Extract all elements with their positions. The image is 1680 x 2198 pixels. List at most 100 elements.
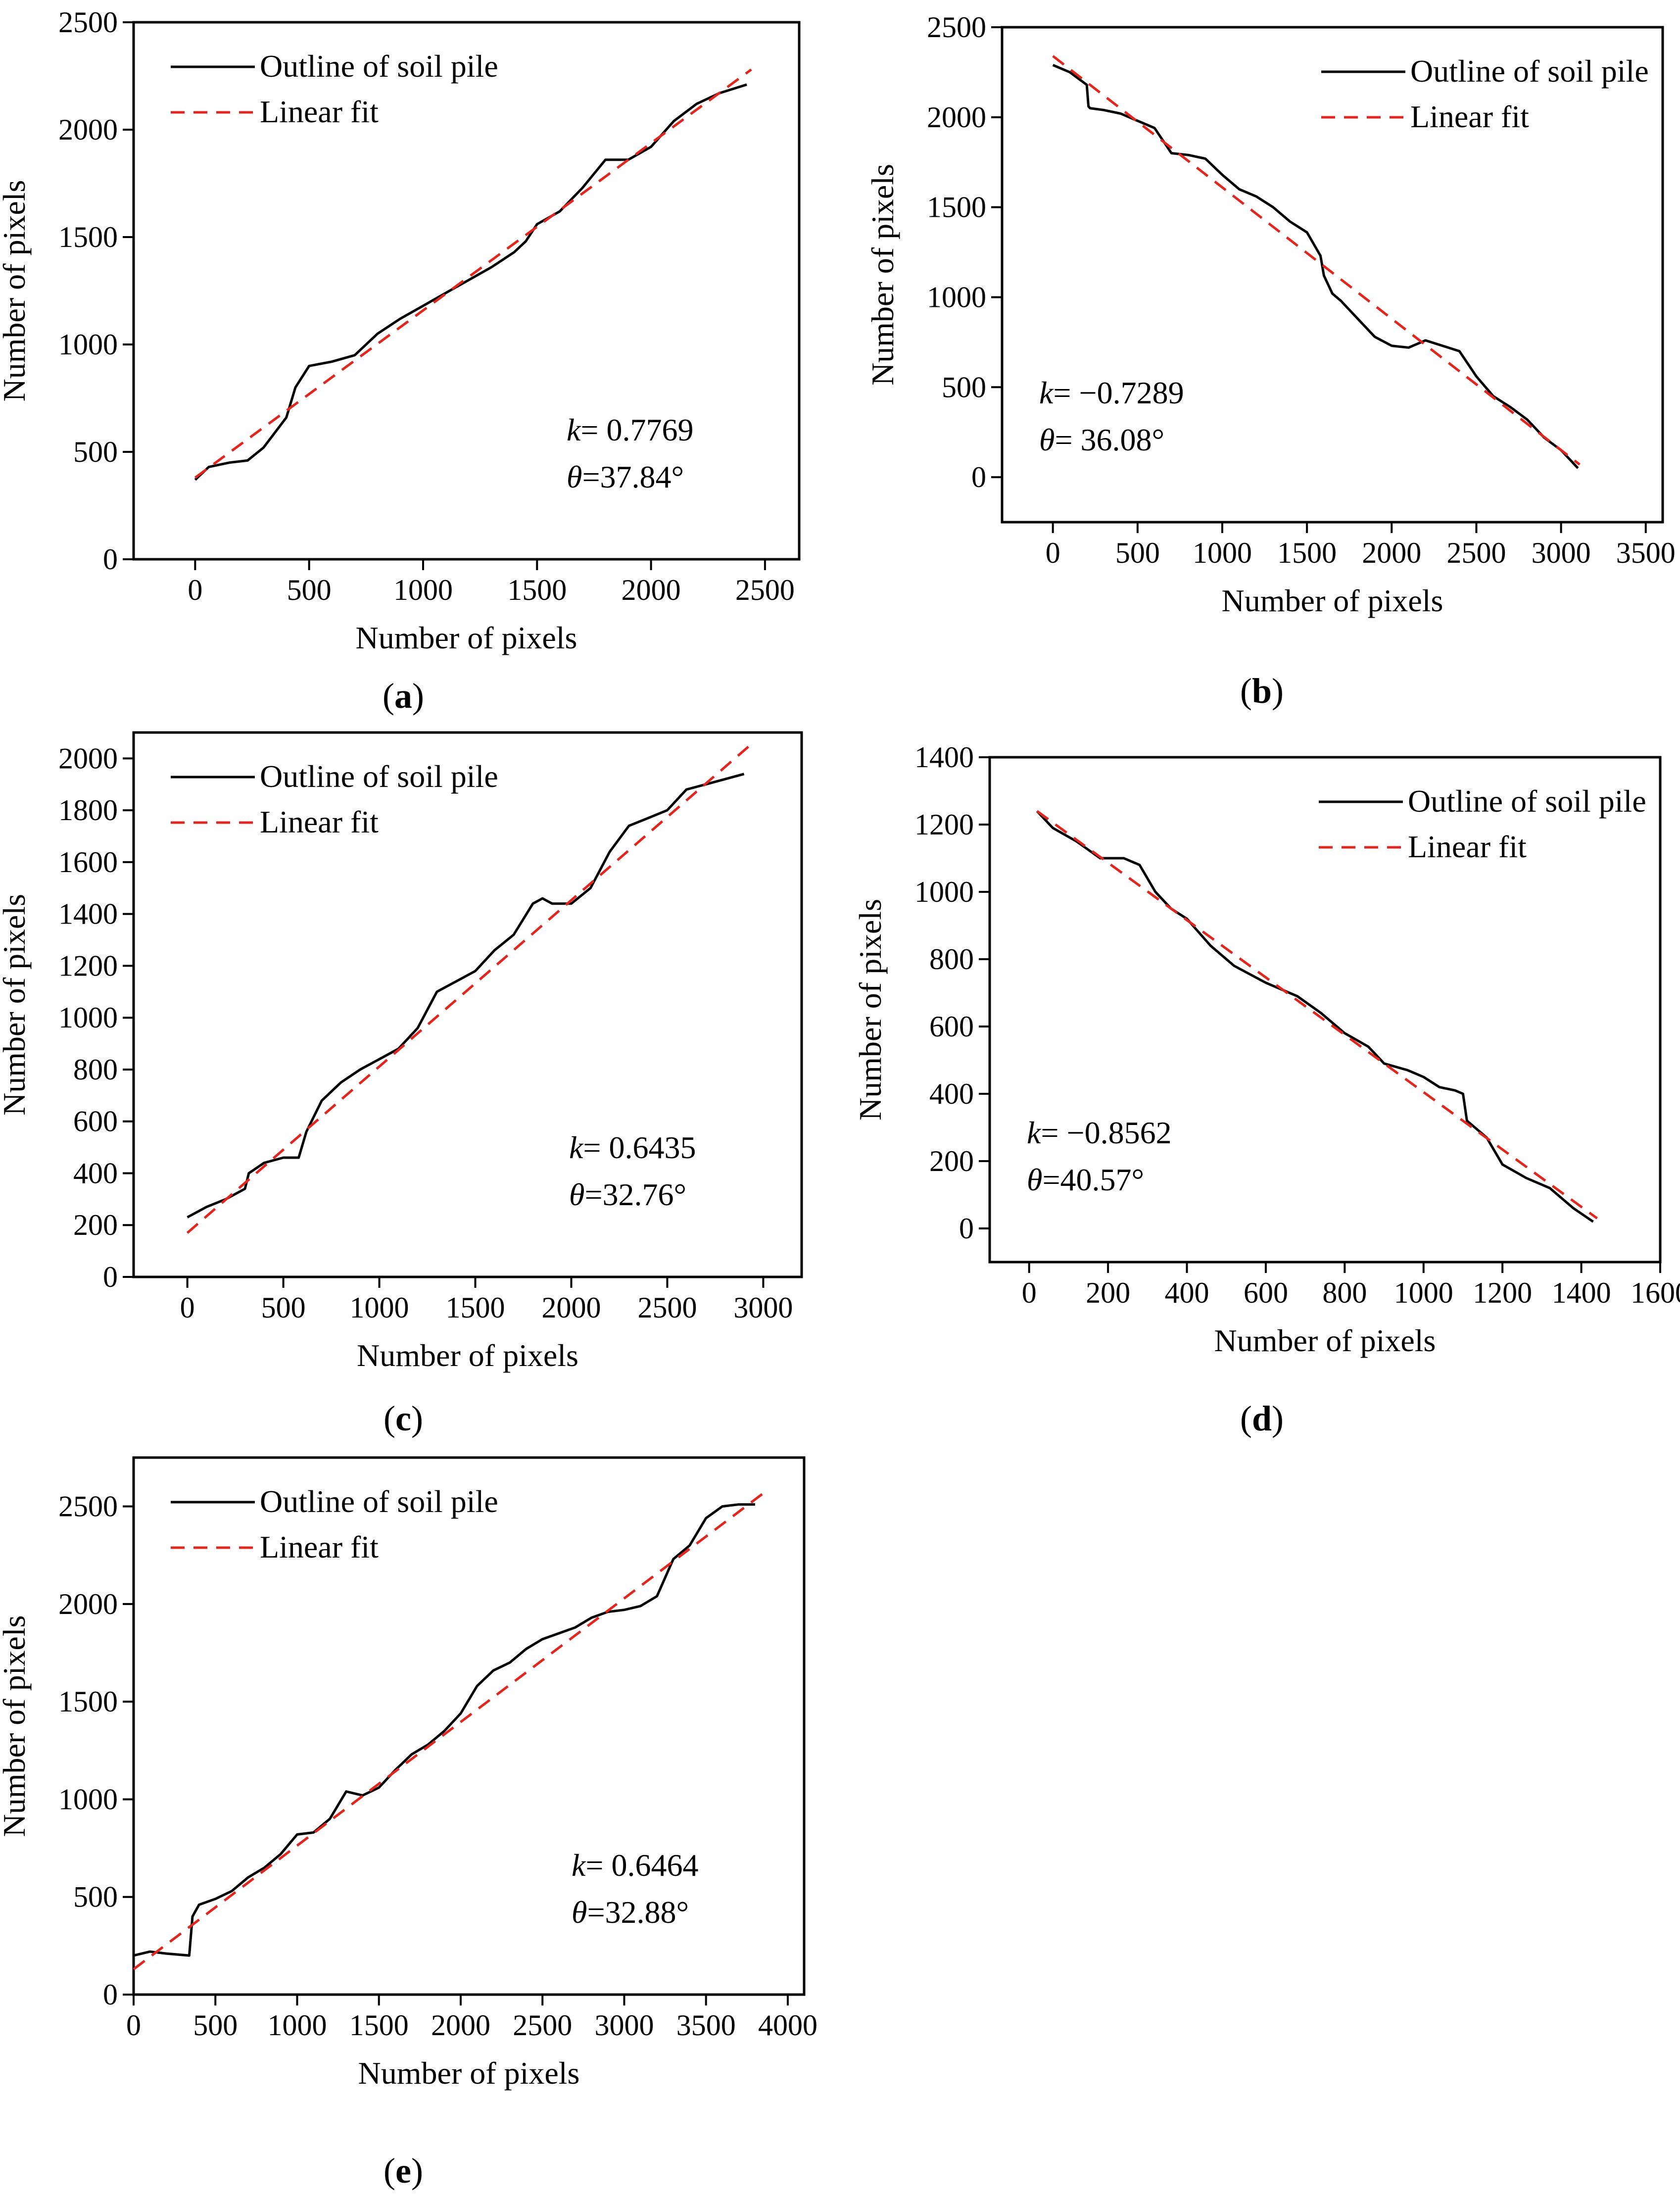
linear-fit-line [1052,55,1581,466]
soil-outline-line [187,773,745,1219]
y-tick-label: 2500 [58,6,118,39]
k-annotation: k= 0.6464 [572,1848,699,1883]
k-value: = 0.6464 [585,1848,698,1883]
legend-label-fit: Linear fit [1410,99,1529,134]
k-symbol: k [572,1848,586,1883]
legend-label-outline: Outline of soil pile [260,759,498,794]
y-tick-label: 1000 [927,281,986,313]
k-symbol: k [567,412,581,447]
theta-value: =40.57° [1042,1162,1144,1197]
k-symbol: k [1027,1115,1042,1150]
x-axis-title: Number of pixels [1214,1323,1436,1358]
caption-open-paren: ( [383,676,394,716]
x-tick-label: 0 [126,2009,141,2042]
caption-letter: d [1252,1399,1272,1438]
x-tick-label: 1000 [1193,537,1252,569]
y-tick-label: 1500 [58,1685,118,1718]
k-annotation: k= −0.8562 [1027,1115,1172,1150]
k-value: = −0.7289 [1053,375,1184,410]
x-tick-label: 1200 [1473,1276,1532,1309]
x-tick-label: 1500 [1277,537,1337,569]
theta-symbol: θ [572,1895,587,1930]
panel-caption: (e) [384,2151,423,2191]
linear-fit-line [1036,810,1598,1220]
y-tick-label: 1400 [58,898,118,930]
x-tick-label: 2500 [637,1291,697,1324]
y-tick-label: 1000 [58,1783,118,1815]
panel-caption: (b) [1240,671,1284,711]
y-tick-label: 800 [73,1053,118,1086]
theta-value: = 36.08° [1055,422,1164,457]
x-tick-label: 1000 [1394,1276,1453,1309]
chart-panel-c: 0 500 1000 1500 2000 2500 3000 0 200 400 600 800 100… [0,731,803,1438]
x-tick-label: 2500 [735,574,795,606]
y-tick-label: 0 [103,1978,118,2011]
k-symbol: k [569,1130,584,1165]
linear-fit-line [186,744,751,1234]
caption-open-paren: ( [384,2151,395,2191]
y-tick-label: 1800 [58,794,118,827]
theta-annotation: θ=32.88° [572,1895,689,1930]
caption-letter: c [395,1399,411,1438]
x-tick-label: 500 [261,1291,306,1324]
x-axis-title: Number of pixels [357,1338,578,1373]
y-tick-label: 2000 [58,742,118,775]
y-tick-label: 1600 [58,846,118,879]
legend-label-fit: Linear fit [260,94,379,129]
x-tick-label: 3000 [594,2009,654,2042]
theta-annotation: θ=40.57° [1027,1162,1144,1197]
theta-symbol: θ [567,459,582,494]
y-tick-label: 400 [929,1077,974,1110]
y-tick-label: 2500 [927,11,986,44]
plot-frame [1001,26,1664,524]
y-axis-title: Number of pixels [0,180,32,402]
caption-open-paren: ( [1240,1399,1252,1438]
x-tick-label: 2000 [622,574,681,606]
legend-label-fit: Linear fit [260,1529,379,1564]
plot-frame [988,756,1662,1264]
y-tick-label: 800 [929,943,974,976]
x-tick-label: 600 [1244,1276,1288,1309]
plot-frame [132,1456,806,1996]
soil-outline-line [1052,64,1579,469]
plot-frame [132,21,801,561]
plot-frame [132,731,803,1278]
chart-panel-d: 0 200 400 600 800 1000 1200 1400 1600 0 200 400 600 8… [853,741,1680,1438]
legend-label-outline: Outline of soil pile [260,49,498,84]
x-axis-title: Number of pixels [1222,583,1443,618]
y-tick-label: 1400 [914,741,974,774]
x-tick-label: 3000 [1532,537,1591,569]
caption-close-paren: ) [411,1399,423,1438]
x-tick-label: 1000 [393,574,453,606]
y-tick-label: 0 [103,543,118,576]
y-tick-label: 2000 [927,101,986,134]
x-tick-label: 1000 [267,2009,327,2042]
y-tick-label: 2000 [58,113,118,146]
caption-close-paren: ) [1272,1399,1284,1438]
k-value: = −0.8562 [1041,1115,1171,1150]
caption-letter: b [1252,671,1272,711]
x-tick-label: 1500 [446,1291,505,1324]
x-tick-label: 800 [1322,1276,1367,1309]
y-tick-label: 0 [971,461,986,493]
theta-value: =37.84° [582,459,684,494]
theta-symbol: θ [1027,1162,1042,1197]
k-value: = 0.7769 [580,412,693,447]
y-tick-label: 1200 [914,808,974,841]
x-tick-label: 1500 [349,2009,409,2042]
x-tick-label: 2000 [1362,537,1421,569]
theta-value: =32.76° [584,1177,686,1212]
x-tick-label: 1500 [507,574,567,606]
y-tick-label: 400 [73,1157,118,1189]
x-tick-label: 0 [1022,1276,1037,1309]
caption-letter: e [395,2151,411,2191]
y-tick-label: 1200 [58,949,118,982]
theta-annotation: θ=32.76° [569,1177,686,1212]
chart-panel-e: 0 500 1000 1500 2000 2500 3000 3500 4000 0 500 1000… [0,1456,817,2191]
k-annotation: k= 0.6435 [569,1130,696,1165]
y-tick-label: 2500 [58,1490,118,1523]
x-tick-label: 2500 [513,2009,572,2042]
linear-fit-line [194,68,752,479]
x-tick-label: 3500 [1616,537,1676,569]
theta-value: =32.88° [587,1895,689,1930]
